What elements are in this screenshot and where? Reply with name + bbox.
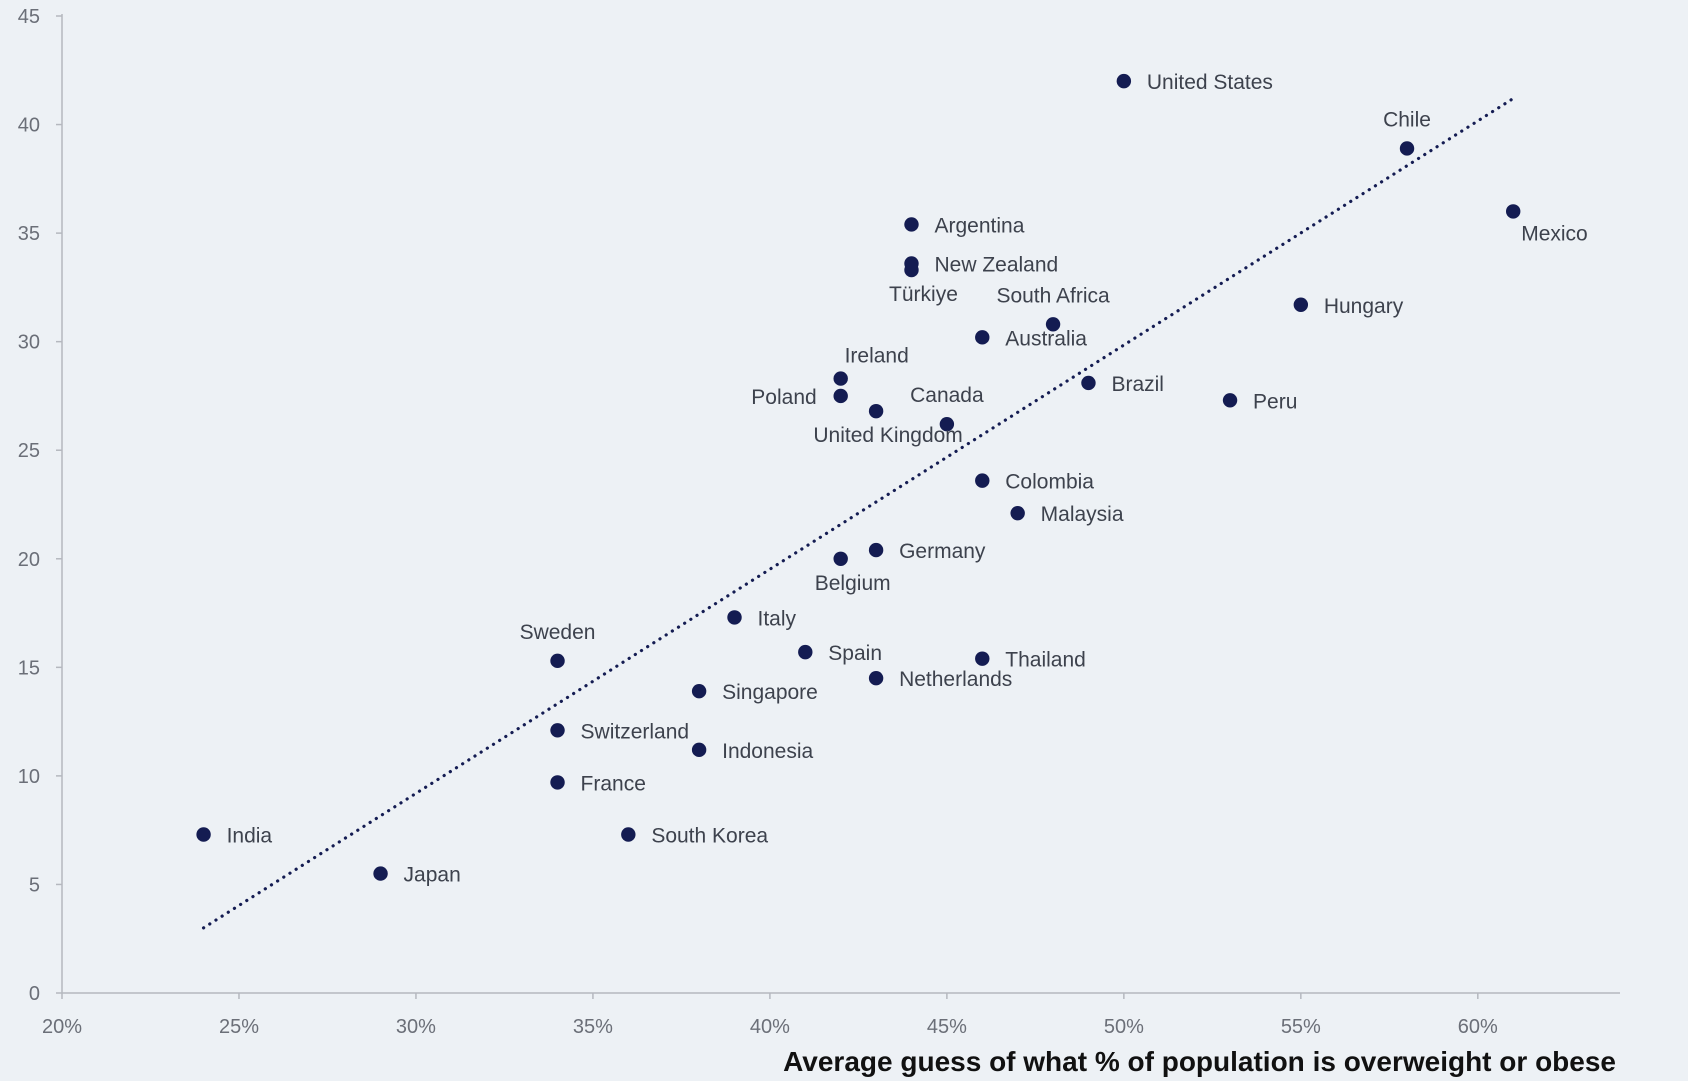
point-label-canada: Canada (910, 384, 984, 407)
y-tick-label: 10 (18, 766, 40, 788)
point-label-poland: Poland (751, 386, 816, 409)
point-label-germany: Germany (899, 540, 986, 563)
point-mexico (1506, 204, 1521, 219)
y-tick-label: 30 (18, 332, 40, 354)
point-label-brazil: Brazil (1111, 373, 1164, 396)
point-label-argentina: Argentina (934, 214, 1024, 237)
trendline-layer (201, 96, 1515, 930)
point-label-italy: Italy (758, 607, 797, 630)
point-chile (1399, 141, 1415, 156)
point-label-peru: Peru (1253, 390, 1297, 413)
y-tick-label: 15 (18, 657, 40, 679)
y-tick-label: 25 (18, 440, 40, 462)
point-label-colombia: Colombia (1005, 471, 1094, 494)
x-tick-label: 20% (42, 1016, 82, 1038)
point-australia (975, 330, 990, 345)
x-axis-title: Average guess of what % of population is… (783, 1046, 1616, 1077)
point-france (550, 775, 565, 790)
x-tick-label: 30% (396, 1016, 436, 1038)
point-peru (1222, 393, 1238, 408)
point-label-australia: Australia (1005, 327, 1087, 350)
point-label-indonesia: Indonesia (722, 740, 813, 763)
data-points (196, 73, 1521, 881)
point-indonesia (691, 742, 707, 758)
point-singapore (691, 684, 707, 699)
y-tick-label: 35 (18, 223, 40, 245)
point-label-mexico: Mexico (1521, 222, 1588, 245)
point-colombia (975, 473, 990, 488)
point-canada (939, 416, 955, 432)
x-tick-label: 55% (1281, 1016, 1321, 1038)
x-tick-label: 45% (927, 1016, 967, 1038)
point-label-switzerland: Switzerland (581, 720, 690, 743)
point-label-south-africa: South Africa (996, 284, 1110, 307)
point-label-japan: Japan (404, 864, 461, 887)
point-south-africa (1045, 317, 1061, 332)
point-thailand (975, 651, 990, 666)
point-japan (373, 866, 388, 881)
y-tick-label: 5 (29, 874, 40, 896)
x-tick-label: 50% (1104, 1016, 1144, 1038)
x-tick-label: 40% (750, 1016, 790, 1038)
point-label-south-korea: South Korea (651, 825, 768, 848)
point-malaysia (1010, 505, 1025, 521)
point-label-singapore: Singapore (722, 681, 818, 704)
x-tick-label: 25% (219, 1016, 259, 1038)
point-label-t-rkiye: Türkiye (889, 283, 958, 306)
point-germany (868, 542, 884, 558)
trendline (201, 96, 1515, 930)
point-label-belgium: Belgium (815, 572, 891, 595)
axes: 0 5 10 15 20 25 30 35 40 45 20% 25% 30% 35% 40% 45% 50% 5… (18, 6, 1620, 1038)
point-united-states (1116, 73, 1132, 89)
point-poland (833, 388, 848, 404)
point-spain (798, 644, 813, 660)
y-tick-label: 40 (18, 115, 40, 137)
point-argentina (904, 217, 919, 232)
y-tick-label: 45 (18, 6, 40, 28)
point-label-united-kingdom: United Kingdom (813, 424, 962, 447)
point-labels: United States Chile Mexico Argentina New Zea… (227, 71, 1588, 886)
point-t-rkiye (904, 262, 919, 278)
point-label-india: India (227, 825, 273, 848)
point-brazil (1081, 375, 1096, 391)
point-sweden (550, 653, 565, 669)
point-label-thailand: Thailand (1005, 649, 1086, 672)
point-netherlands (868, 670, 884, 686)
x-tick-label: 35% (573, 1016, 613, 1038)
point-south-korea (621, 827, 636, 842)
point-hungary (1293, 297, 1309, 312)
point-label-chile: Chile (1383, 108, 1431, 131)
point-label-france: France (581, 772, 646, 795)
point-italy (727, 610, 742, 625)
point-switzerland (550, 723, 565, 738)
x-tick-label: 60% (1458, 1016, 1498, 1038)
point-india (196, 827, 211, 842)
point-label-malaysia: Malaysia (1041, 503, 1124, 526)
point-label-ireland: Ireland (845, 345, 909, 368)
point-label-new-zealand: New Zealand (934, 254, 1058, 277)
point-united-kingdom (868, 403, 884, 419)
point-label-hungary: Hungary (1324, 295, 1404, 318)
y-tick-label: 20 (18, 549, 40, 571)
point-label-spain: Spain (828, 642, 882, 665)
point-label-united-states: United States (1147, 71, 1273, 94)
point-label-sweden: Sweden (520, 621, 596, 644)
y-tick-label: 0 (29, 983, 40, 1005)
point-ireland (833, 371, 848, 386)
point-belgium (833, 551, 848, 566)
point-label-netherlands: Netherlands (899, 668, 1012, 691)
